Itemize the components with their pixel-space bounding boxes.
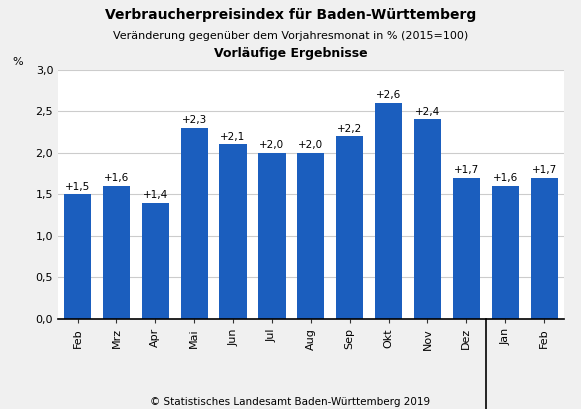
Bar — [220, 144, 247, 319]
Text: %: % — [13, 57, 23, 67]
Bar — [414, 119, 441, 319]
Text: Veränderung gegenüber dem Vorjahresmonat in % (2015=100): Veränderung gegenüber dem Vorjahresmonat… — [113, 31, 468, 40]
Text: +2,0: +2,0 — [298, 140, 324, 150]
Bar — [181, 128, 208, 319]
Bar — [336, 136, 363, 319]
Text: © Statistisches Landesamt Baden-Württemberg 2019: © Statistisches Landesamt Baden-Württemb… — [150, 397, 431, 407]
Bar — [375, 103, 402, 319]
Text: Verbraucherpreisindex für Baden-Württemberg: Verbraucherpreisindex für Baden-Württemb… — [105, 8, 476, 22]
Bar — [259, 153, 286, 319]
Bar — [530, 178, 558, 319]
Text: +2,2: +2,2 — [337, 124, 363, 134]
Bar — [453, 178, 480, 319]
Bar — [142, 202, 169, 319]
Text: +2,4: +2,4 — [415, 107, 440, 117]
Text: +1,5: +1,5 — [65, 182, 90, 192]
Text: +1,7: +1,7 — [532, 165, 557, 175]
Text: +2,0: +2,0 — [259, 140, 285, 150]
Text: Vorläufige Ergebnisse: Vorläufige Ergebnisse — [214, 47, 367, 60]
Bar — [492, 186, 519, 319]
Bar — [64, 194, 91, 319]
Text: +1,6: +1,6 — [104, 173, 129, 184]
Text: +1,4: +1,4 — [143, 190, 168, 200]
Bar — [103, 186, 130, 319]
Text: +2,6: +2,6 — [376, 90, 401, 100]
Text: +2,3: +2,3 — [182, 115, 207, 125]
Bar — [297, 153, 324, 319]
Text: +1,7: +1,7 — [454, 165, 479, 175]
Text: +2,1: +2,1 — [220, 132, 246, 142]
Text: +1,6: +1,6 — [493, 173, 518, 184]
